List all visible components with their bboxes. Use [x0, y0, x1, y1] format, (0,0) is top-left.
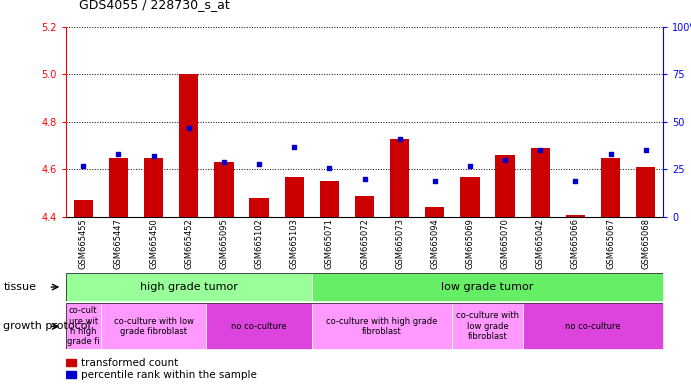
Text: no co-culture: no co-culture — [231, 322, 287, 331]
Point — [464, 162, 475, 169]
Bar — [66, 273, 312, 301]
Bar — [390, 139, 409, 217]
Bar — [207, 303, 312, 349]
Bar — [249, 198, 269, 217]
Text: co-culture with
low grade
fibroblast: co-culture with low grade fibroblast — [456, 311, 519, 341]
Point — [359, 176, 370, 182]
Bar — [522, 303, 663, 349]
Point — [77, 162, 88, 169]
Text: GDS4055 / 228730_s_at: GDS4055 / 228730_s_at — [79, 0, 230, 12]
Text: transformed count: transformed count — [81, 358, 178, 367]
Text: percentile rank within the sample: percentile rank within the sample — [81, 370, 257, 380]
Point — [289, 144, 300, 150]
Point — [429, 178, 440, 184]
Bar — [531, 148, 550, 217]
Point — [183, 124, 194, 131]
Bar — [108, 157, 128, 217]
Point — [500, 157, 511, 163]
Point — [113, 151, 124, 157]
Text: co-cult
ure wit
h high
grade fi: co-cult ure wit h high grade fi — [67, 306, 100, 346]
Bar — [66, 303, 101, 349]
Bar — [66, 359, 76, 366]
Point — [535, 147, 546, 154]
Point — [148, 153, 159, 159]
Bar — [179, 74, 198, 217]
Bar — [66, 371, 76, 378]
Bar — [601, 157, 621, 217]
Point — [394, 136, 405, 142]
Bar — [355, 195, 374, 217]
Point — [324, 164, 335, 170]
Text: tissue: tissue — [3, 282, 37, 292]
Text: co-culture with high grade
fibroblast: co-culture with high grade fibroblast — [326, 317, 438, 336]
Bar — [495, 155, 515, 217]
Text: high grade tumor: high grade tumor — [140, 282, 238, 292]
Bar — [320, 181, 339, 217]
Point — [218, 159, 229, 165]
Bar — [101, 303, 207, 349]
Bar — [425, 207, 444, 217]
Point — [641, 147, 652, 154]
Bar — [73, 200, 93, 217]
Bar — [312, 303, 453, 349]
Point — [570, 178, 581, 184]
Text: co-culture with low
grade fibroblast: co-culture with low grade fibroblast — [113, 317, 193, 336]
Bar — [453, 303, 522, 349]
Bar — [214, 162, 234, 217]
Bar — [566, 215, 585, 217]
Bar — [312, 273, 663, 301]
Text: growth protocol: growth protocol — [3, 321, 91, 331]
Text: no co-culture: no co-culture — [565, 322, 621, 331]
Bar — [460, 177, 480, 217]
Bar — [636, 167, 656, 217]
Bar — [285, 177, 304, 217]
Bar — [144, 157, 163, 217]
Point — [254, 161, 265, 167]
Text: low grade tumor: low grade tumor — [442, 282, 533, 292]
Point — [605, 151, 616, 157]
